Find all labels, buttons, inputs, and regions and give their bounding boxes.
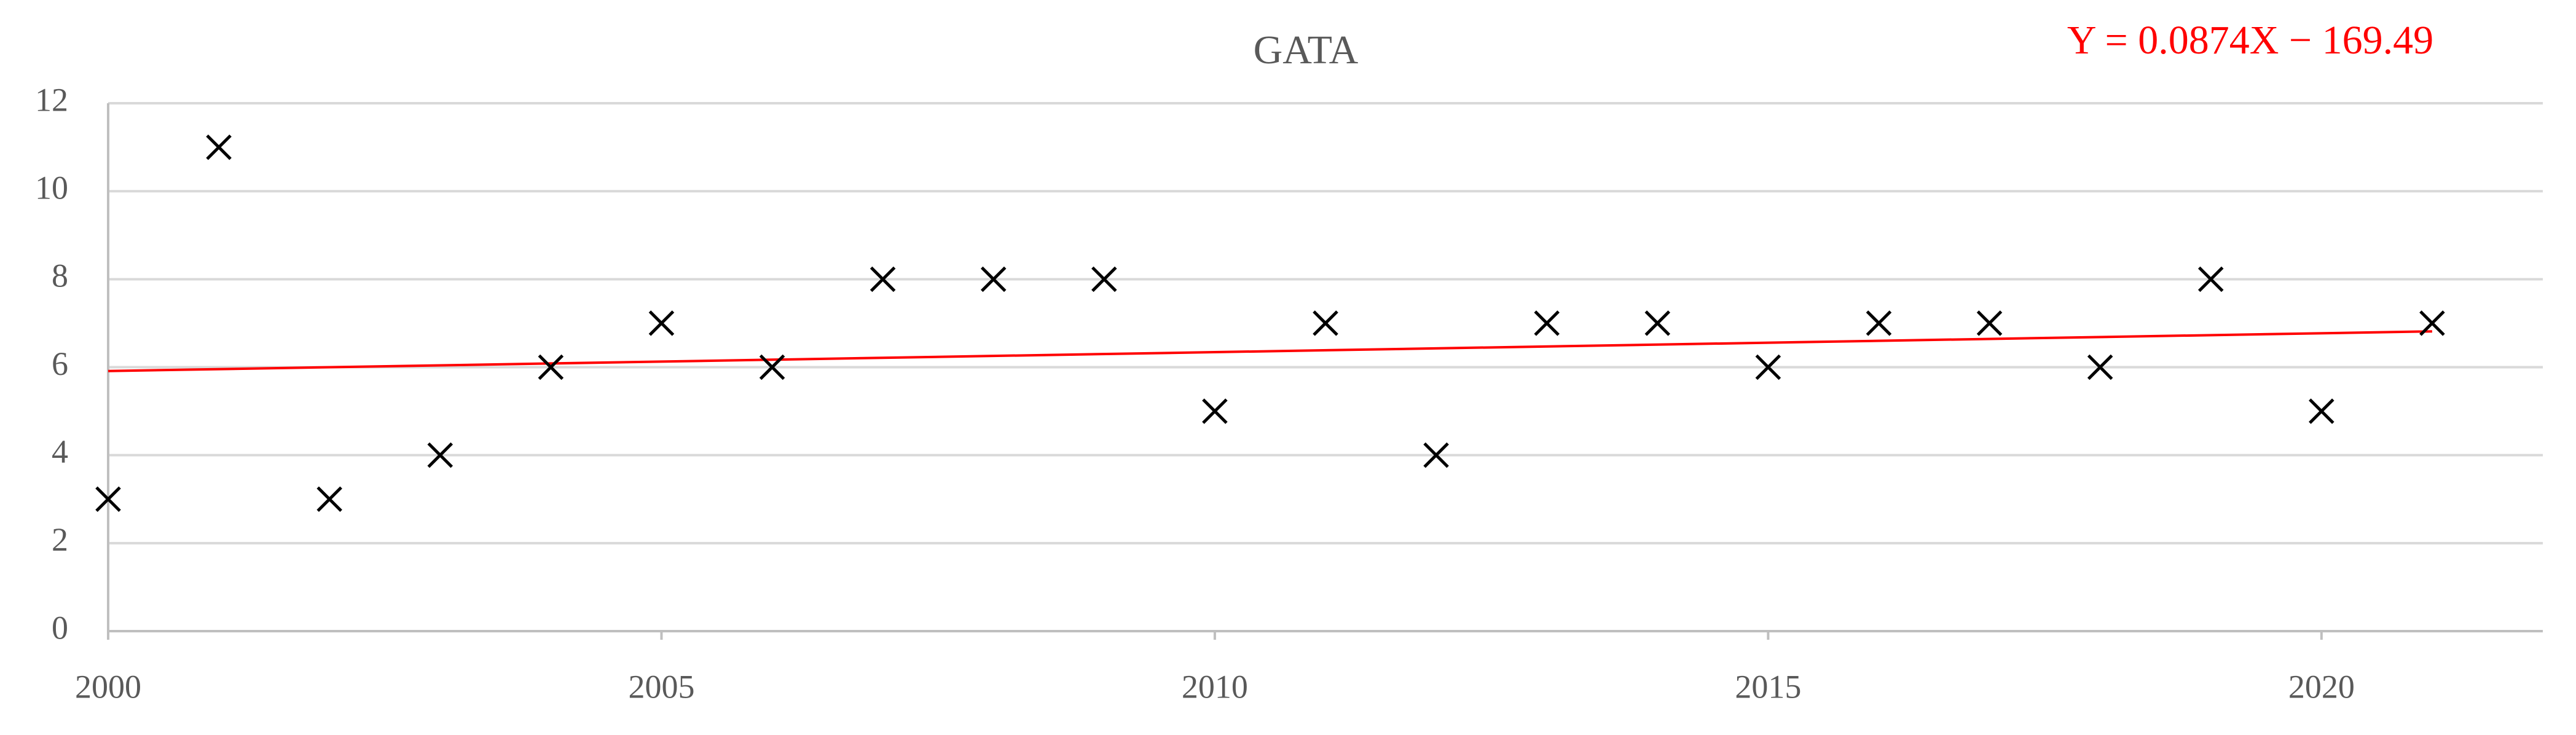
- point: [2419, 310, 2445, 336]
- point: [648, 310, 675, 336]
- point: [1644, 310, 1671, 336]
- y-tick-label: 12: [35, 81, 68, 118]
- chart-title: GATA: [1254, 28, 1359, 73]
- x-tick-label: 2005: [628, 668, 694, 705]
- point: [980, 266, 1007, 293]
- point: [2087, 354, 2113, 380]
- y-tick-label: 2: [52, 521, 68, 558]
- y-tick-label: 10: [35, 170, 68, 206]
- point: [870, 266, 896, 293]
- x-tick-label: 2010: [1182, 668, 1248, 705]
- point: [1091, 266, 1117, 293]
- y-tick-label: 4: [52, 433, 68, 470]
- y-tick-label: 6: [52, 345, 68, 382]
- point: [1202, 398, 1228, 424]
- point: [1755, 354, 1781, 380]
- x-tick-label: 2020: [2288, 668, 2355, 705]
- x-tick-label: 2000: [75, 668, 141, 705]
- point: [1866, 310, 1892, 336]
- point: [2197, 266, 2224, 293]
- point: [759, 354, 785, 380]
- point: [1313, 310, 1338, 336]
- point: [1423, 442, 1449, 468]
- trendline-equation: Y = 0.0874X − 169.49: [2067, 18, 2433, 63]
- point: [538, 354, 564, 380]
- point: [95, 486, 121, 513]
- x-tick-label: 2015: [1735, 668, 1801, 705]
- point: [2309, 398, 2334, 424]
- point: [316, 486, 342, 513]
- point: [206, 134, 232, 160]
- point: [1534, 310, 1560, 336]
- y-tick-label: 0: [52, 609, 68, 646]
- trendline: [108, 330, 2432, 372]
- point: [1976, 310, 2003, 336]
- y-tick-label: 8: [52, 257, 68, 294]
- point: [427, 442, 454, 468]
